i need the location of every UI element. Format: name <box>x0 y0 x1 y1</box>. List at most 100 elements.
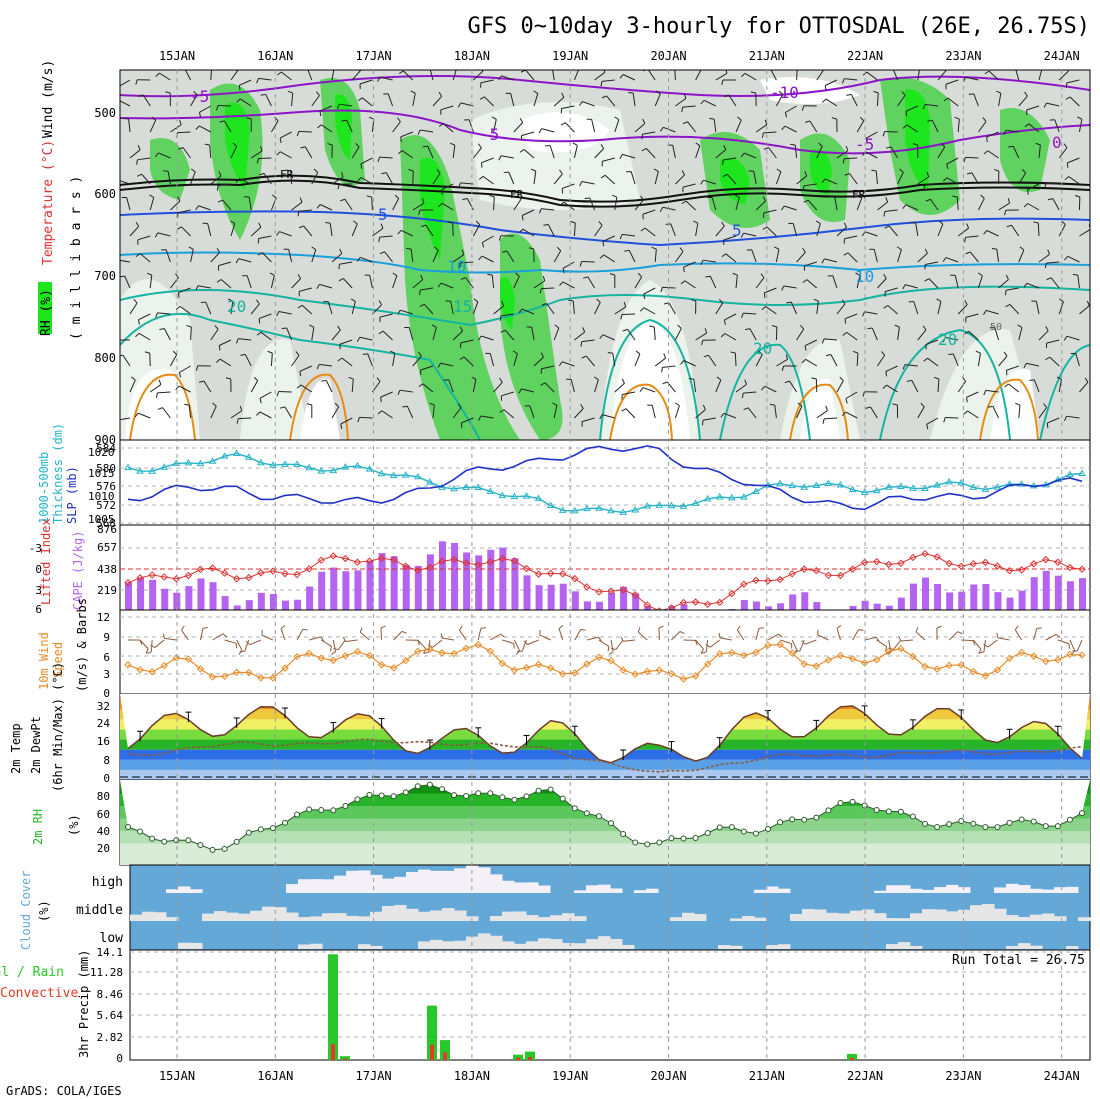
barb <box>199 105 212 113</box>
barb <box>599 334 604 339</box>
barb <box>219 358 232 367</box>
barb <box>235 178 240 183</box>
wind-barb <box>154 639 165 648</box>
li-marker <box>679 598 688 607</box>
cloud-block <box>946 911 959 921</box>
barb <box>937 70 947 81</box>
li-marker <box>522 564 531 573</box>
cape-bar <box>958 591 966 610</box>
bottom-date-axis: 15JAN 16JAN 17JAN 18JAN 19JAN 20JAN 21JAN 22JAN… <box>159 1069 1080 1083</box>
rh-marker <box>680 835 687 842</box>
barb <box>489 194 495 198</box>
barb <box>802 279 808 283</box>
date-label: 23JAN <box>945 1069 981 1083</box>
rh-marker <box>1018 816 1025 823</box>
cloud-level-low: low <box>100 931 124 946</box>
barb <box>452 145 456 159</box>
barb <box>917 70 920 81</box>
slp-panel: 584 580 576 572 568 1020 1015 1010 1005 … <box>37 423 1091 530</box>
barb <box>910 222 916 224</box>
date-label: 24JAN <box>1044 49 1080 63</box>
cloud-block <box>910 913 923 921</box>
barb <box>654 249 657 263</box>
barb <box>824 85 827 91</box>
barb <box>642 118 646 124</box>
wind-barb <box>718 632 721 639</box>
top-date-axis: 15JAN 16JAN 17JAN 18JAN 19JAN 20JAN 21JAN 22JAN… <box>159 49 1080 63</box>
barb <box>403 70 414 81</box>
barb <box>804 339 818 347</box>
thickness-marker <box>969 483 978 490</box>
precip-convective-bar <box>430 1044 434 1060</box>
barb <box>401 150 414 159</box>
barb <box>832 275 838 289</box>
barb <box>1046 423 1049 429</box>
barb <box>660 287 663 293</box>
li-marker <box>160 573 168 581</box>
barb <box>1086 300 1090 306</box>
barb <box>218 261 232 267</box>
barb <box>210 175 222 185</box>
barb <box>517 195 522 200</box>
cloud-axis-label: (%) <box>37 900 51 922</box>
barb <box>640 195 644 201</box>
barb <box>594 302 601 315</box>
wind-barb <box>181 625 185 631</box>
rh-band <box>120 830 1090 844</box>
barb <box>417 129 421 135</box>
wind-barb <box>705 639 709 652</box>
barb <box>460 422 463 428</box>
barb <box>897 172 904 185</box>
date-label: 15JAN <box>159 49 195 63</box>
rh-marker <box>704 829 711 836</box>
barb <box>693 220 699 224</box>
wind-barb <box>637 627 641 633</box>
cloud-block <box>790 914 803 921</box>
cloud-block <box>1018 943 1031 949</box>
barb <box>311 246 317 251</box>
barb <box>720 333 726 338</box>
barb <box>478 175 484 180</box>
barb <box>218 345 221 351</box>
barb <box>987 405 993 408</box>
barb <box>771 325 778 328</box>
barb <box>824 178 838 185</box>
barb <box>406 406 414 419</box>
barb <box>937 378 940 393</box>
cloud-block <box>610 939 623 949</box>
li-marker <box>329 552 337 560</box>
thickness-marker <box>607 506 615 514</box>
barb <box>774 405 777 419</box>
wind-barb <box>199 628 204 641</box>
barb <box>865 131 878 139</box>
barb <box>543 223 549 226</box>
barb <box>299 371 302 377</box>
barb <box>864 231 878 237</box>
barb <box>796 328 805 341</box>
barb <box>115 260 117 265</box>
barb <box>1066 335 1080 341</box>
barb <box>290 170 293 185</box>
contour-label: 0 <box>1052 133 1062 152</box>
barb <box>501 75 514 81</box>
barb <box>385 172 394 185</box>
barb <box>603 70 606 73</box>
barb <box>1049 356 1060 367</box>
barb <box>422 145 428 148</box>
wind-marker <box>353 647 362 656</box>
barb <box>651 405 656 419</box>
barb <box>149 120 157 133</box>
barb <box>1004 210 1007 216</box>
barb <box>162 407 171 419</box>
wind-barb <box>893 639 902 650</box>
barb <box>1047 198 1054 201</box>
li-marker <box>824 571 833 580</box>
barb <box>300 146 306 149</box>
barb <box>518 228 524 233</box>
y-tick-label: 700 <box>94 269 116 283</box>
barb <box>235 338 239 344</box>
barb <box>154 152 159 158</box>
cape-tick: 219 <box>97 584 117 597</box>
rh-marker <box>632 839 639 846</box>
cloud-block <box>502 911 515 921</box>
